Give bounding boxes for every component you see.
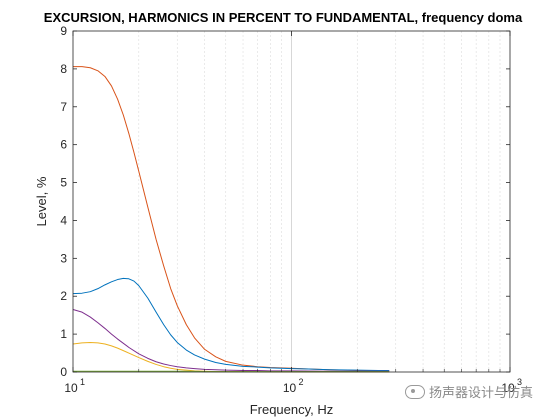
x-axis-label: Frequency, Hz — [250, 402, 334, 417]
y-tick-label: 9 — [60, 24, 67, 38]
x-tick-exponent: 2 — [299, 377, 304, 387]
y-tick-label: 1 — [60, 327, 67, 341]
x-tick-label: 10 — [283, 381, 297, 395]
series-line-2 — [72, 277, 390, 371]
y-tick-label: 3 — [60, 251, 67, 265]
wechat-icon — [405, 384, 425, 399]
y-tick-label: 0 — [60, 365, 67, 379]
y-tick-label: 5 — [60, 176, 67, 190]
y-tick-label: 7 — [60, 100, 67, 114]
x-tick-label: 10 — [501, 381, 515, 395]
y-axis-label: Level, % — [34, 176, 49, 226]
chart-title: EXCURSION, HARMONICS IN PERCENT TO FUNDA… — [44, 10, 523, 25]
series-line-3 — [72, 309, 390, 372]
y-tick-label: 8 — [60, 62, 67, 76]
watermark: 扬声器设计与仿真 — [405, 382, 533, 401]
y-tick-label: 4 — [60, 213, 67, 227]
watermark-text: 扬声器设计与仿真 — [429, 386, 534, 401]
grid-lines — [138, 31, 501, 372]
x-tick-label: 10 — [64, 381, 78, 395]
y-tick-label: 2 — [60, 289, 67, 303]
x-tick-exponent: 3 — [517, 377, 522, 387]
series-group — [72, 66, 390, 373]
x-tick-exponent: 1 — [80, 377, 85, 387]
y-tick-label: 6 — [60, 138, 67, 152]
